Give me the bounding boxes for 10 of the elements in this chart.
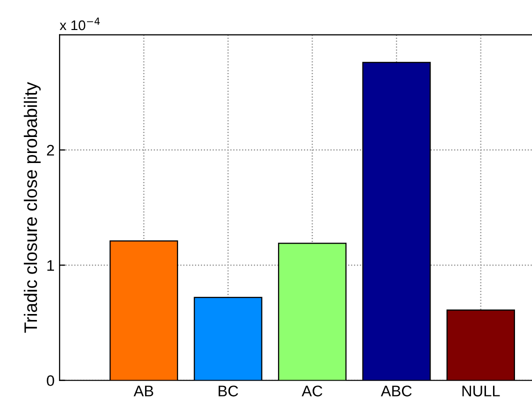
x-tick-label: AC [302, 386, 322, 396]
x-tick-label: NULL [462, 386, 500, 396]
x-tick-label: AB [134, 386, 154, 396]
x-tick-label: ABC [380, 386, 412, 396]
y-tick-label: 2 [46, 144, 54, 156]
y-axis-title: Triadic closure close probability [24, 82, 41, 333]
y-tick-label: 0 [46, 375, 54, 386]
text: x 10$^{−4}$ [60, 18, 100, 30]
y-tick-label: 1 [47, 260, 54, 271]
x-tick-label: BC [218, 386, 238, 396]
